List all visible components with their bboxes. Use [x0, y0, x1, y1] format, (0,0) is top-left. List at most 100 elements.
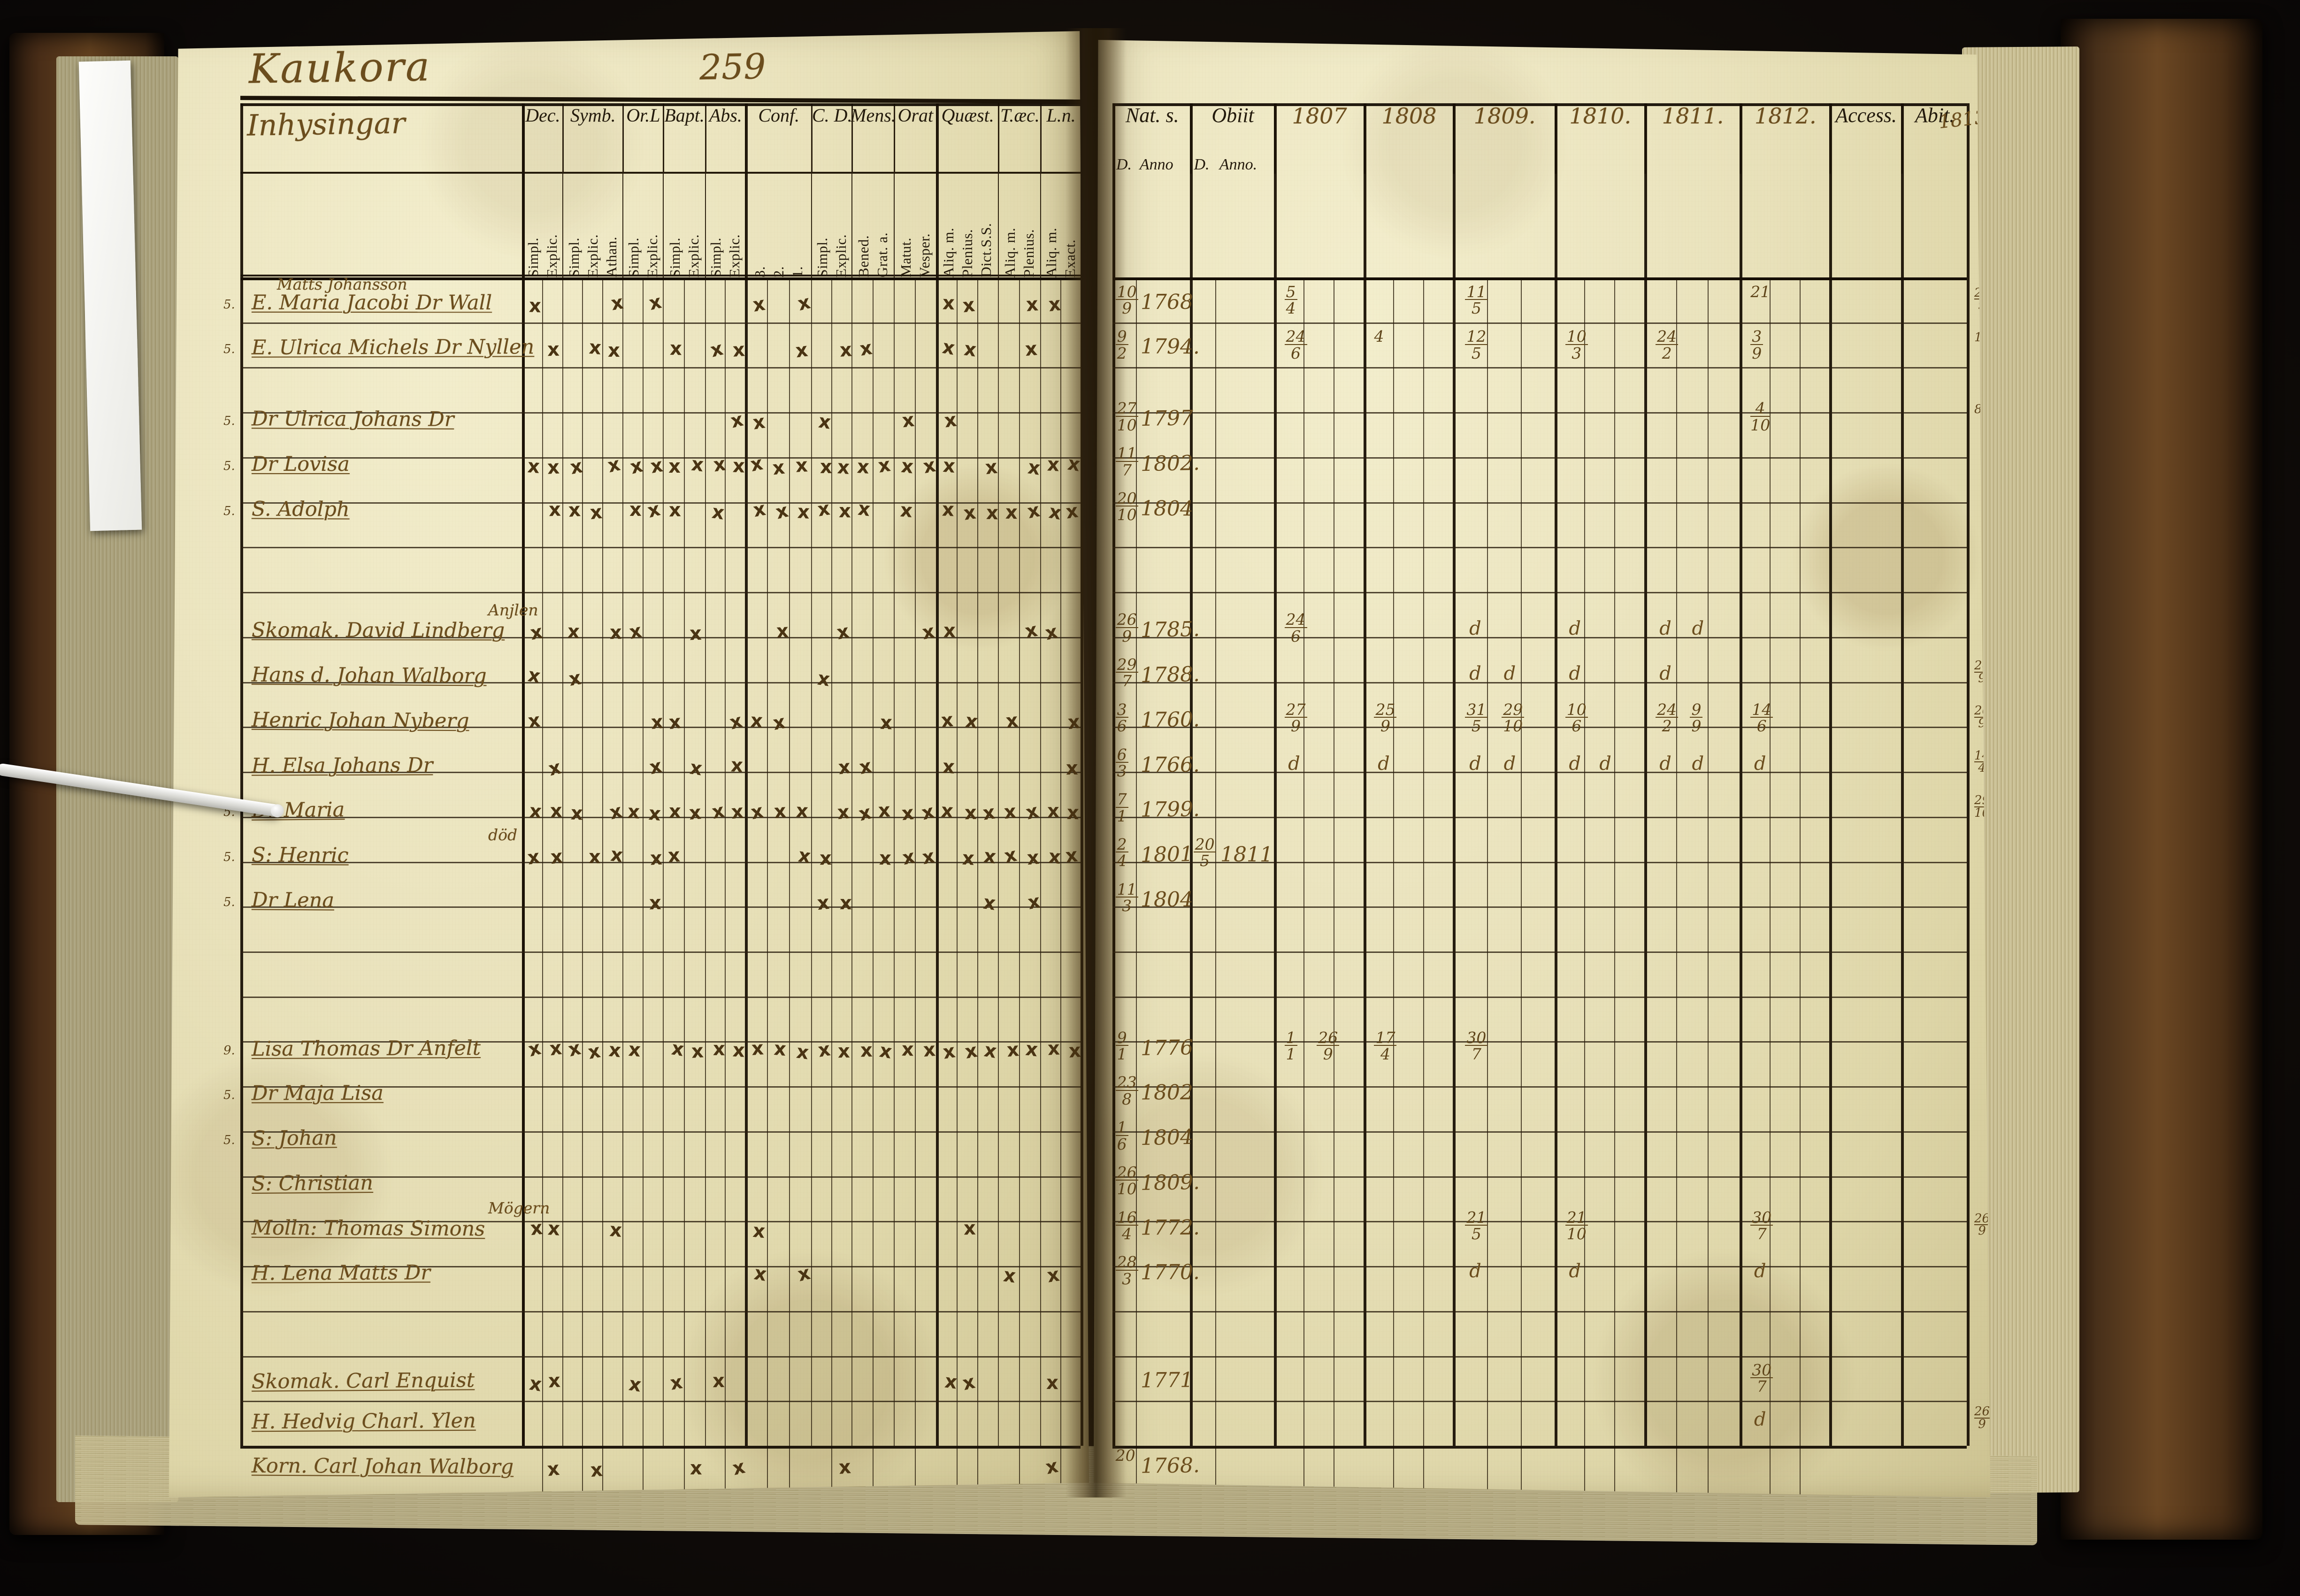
open-spread: Kaukora 259 Inhysingar Dec. Symb. Or.L Bapt… [160, 28, 1995, 1497]
attendance-mark: x [879, 847, 892, 870]
attendance-mark: x [588, 336, 602, 359]
date-fraction: 29 10 [1502, 702, 1525, 734]
attendance-mark: x [607, 800, 624, 824]
ditto-mark: d [1659, 752, 1671, 775]
attendance-mark: x [712, 1370, 725, 1392]
date-fraction: 26 9 [1317, 1030, 1340, 1062]
grid-vertical-rule [1112, 103, 1115, 1446]
attendance-mark: x [880, 712, 893, 734]
ditto-mark: d [1288, 752, 1300, 775]
ditto-mark: d [1754, 1260, 1766, 1282]
attendance-mark: x [1067, 711, 1081, 734]
grid-vertical-rule [872, 277, 874, 1497]
attendance-mark: x [546, 456, 560, 479]
year-value: 1794. [1140, 334, 1200, 359]
attendance-mark: x [981, 801, 997, 825]
attendance-mark: x [528, 1373, 544, 1396]
date-fraction: 21 [1750, 282, 1771, 301]
grid-horizontal-rule [240, 996, 1081, 998]
date-fraction: 17 4 [1374, 1030, 1397, 1062]
year-column-label: Nat. s. [1125, 104, 1179, 127]
attendance-mark: x [794, 339, 810, 362]
attendance-mark: x [732, 1039, 745, 1062]
attendance-mark: x [964, 710, 979, 733]
person-name: Henric Johan Nyberg [251, 708, 469, 733]
margin-note: 26 9 [1974, 1211, 1990, 1238]
person-name: Dr Maja Lisa [251, 1082, 384, 1105]
attendance-mark: x [548, 1037, 563, 1060]
nat-obiit-subheader: D. [1116, 156, 1132, 173]
column-subheader-qust: Aliq. m. Plenius. Dict.S.S. [935, 172, 998, 277]
person-name: S. Adolph [251, 497, 350, 522]
attendance-mark: x [566, 1037, 583, 1061]
grid-vertical-rule [1740, 103, 1743, 1446]
column-header-symb: Symb. [562, 103, 622, 174]
attendance-mark: x [732, 339, 746, 362]
grid-vertical-rule [851, 103, 852, 1446]
column-header-orl: Or.L [622, 103, 663, 174]
year-value: 1772. [1140, 1215, 1200, 1240]
entry-index: 5. [223, 459, 235, 474]
attendance-mark: x [730, 800, 744, 823]
grid-vertical-rule [977, 277, 979, 1497]
attendance-mark: x [940, 709, 954, 732]
grid-vertical-rule [1303, 277, 1305, 1497]
year-column-label: 1807 [1292, 103, 1347, 129]
column-header-bapt: Bapt. [662, 103, 705, 174]
book-cover-right [2061, 19, 2262, 1540]
ditto-mark: d [1569, 1260, 1581, 1282]
subheader-label: Simpl. [565, 238, 582, 277]
attendance-mark: x [901, 802, 915, 825]
date-fraction: 27 10 [1115, 400, 1138, 433]
column-header-label: Bapt. [664, 105, 705, 126]
attendance-mark: x [1043, 1455, 1060, 1479]
grid-horizontal-rule [1112, 1311, 1967, 1312]
grid-horizontal-rule [240, 547, 1081, 549]
person-name: E. Ulrica Michels Dr Nyllen [251, 335, 535, 360]
grid-vertical-rule [935, 103, 939, 1446]
attendance-mark: x [963, 1218, 976, 1240]
name-suffix: död [488, 826, 518, 844]
person-name: H. Hedvig Charl. Ylen [251, 1409, 476, 1434]
date-fraction: 23 8 [1115, 1074, 1138, 1107]
column-header-cd: C. D. [811, 103, 852, 174]
entry-index: 5. [223, 1088, 235, 1103]
grid-horizontal-rule [240, 322, 1081, 324]
attendance-mark: x [816, 891, 831, 914]
grid-vertical-rule [1393, 277, 1395, 1497]
grid-horizontal-rule [240, 1401, 1081, 1403]
attendance-mark: x [645, 498, 663, 522]
grid-vertical-rule [1363, 103, 1366, 1446]
attendance-mark: x [547, 1218, 560, 1241]
attendance-mark: x [901, 409, 916, 432]
grid-horizontal-rule [240, 1446, 1081, 1449]
entry-index: 5. [223, 504, 235, 518]
attendance-mark: x [1026, 846, 1040, 869]
grid-horizontal-rule [1112, 772, 1967, 774]
grid-horizontal-rule [1112, 367, 1967, 369]
attendance-mark: x [649, 454, 665, 478]
margin-note: 16 [1974, 330, 1990, 345]
attendance-mark: x [900, 846, 917, 870]
subheader-label: Explic. [584, 234, 601, 277]
subheader-label: Exact. [1062, 239, 1079, 277]
date-fraction: 24 6 [1284, 329, 1307, 361]
year-column-header-Access: Access. [1829, 103, 1901, 174]
date-fraction: 25 9 [1374, 702, 1397, 734]
entry-index: 5. [223, 414, 235, 429]
attendance-mark: x [878, 1039, 894, 1063]
attendance-mark: x [649, 892, 662, 914]
subheader-label: Dict.S.S. [978, 223, 995, 277]
attendance-mark: x [607, 1039, 622, 1062]
attendance-mark: x [567, 621, 580, 643]
grid-horizontal-rule [1112, 1401, 1967, 1403]
person-name: H. Lena Matts Dr [251, 1261, 430, 1286]
grid-vertical-rule [1708, 277, 1709, 1497]
attendance-mark: x [940, 799, 954, 822]
attendance-mark: x [1023, 619, 1040, 643]
attendance-mark: x [548, 1370, 561, 1392]
nat-obiit-subheader: Anno. [1219, 156, 1257, 173]
attendance-mark: x [629, 499, 642, 521]
